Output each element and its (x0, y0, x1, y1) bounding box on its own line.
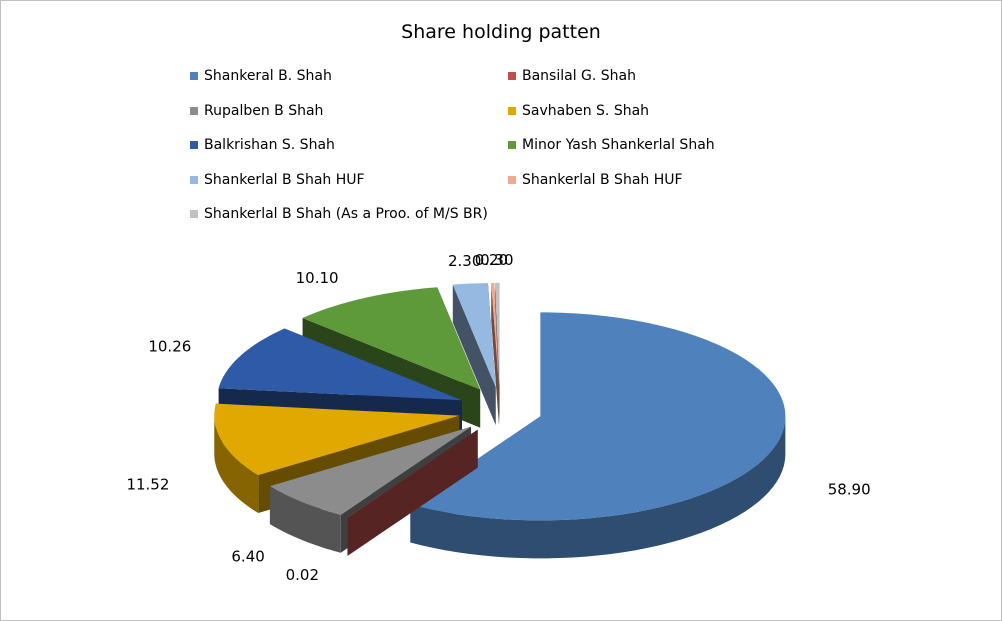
pie-slice (491, 282, 499, 425)
slice-wall (452, 284, 496, 426)
legend-label: Shankerlal B Shah HUF (204, 171, 365, 188)
slice-top (302, 287, 481, 390)
slice-rim (269, 486, 341, 553)
slice-wall (491, 282, 499, 425)
legend: Shankeral B. Shah Bansilal G. Shah Rupalbe… (0, 0, 1002, 240)
legend-item: Shankerlal B Shah HUF (190, 172, 365, 188)
legend-item: Savhaben S. Shah (508, 103, 649, 119)
legend-label: Savhaben S. Shah (522, 102, 650, 119)
slice-rim (214, 415, 259, 514)
legend-swatch (508, 106, 516, 115)
data-label: 0.30 (480, 251, 513, 269)
pie-slice (452, 283, 496, 426)
legend-item: Minor Yash Shankerlal Shah (508, 137, 715, 153)
slice-top (491, 282, 499, 387)
legend-item: Bansilal G. Shah (508, 68, 636, 84)
legend-label: Minor Yash Shankerlal Shah (522, 137, 715, 153)
legend-label: Shankeral B. Shah (204, 68, 332, 84)
slice-top (269, 426, 472, 515)
slice-top (410, 312, 786, 521)
legend-item: Rupalben B Shah (190, 103, 323, 119)
slice-top (494, 282, 500, 387)
legend-label: Balkrishan S. Shah (204, 137, 335, 153)
legend-item: Shankerlal B Shah (As a Proo. of M/S BR) (190, 206, 488, 222)
legend-label: Shankerlal B Shah HUF (522, 171, 683, 188)
legend-swatch (508, 141, 516, 149)
legend-swatch (190, 210, 198, 218)
slice-top (347, 429, 478, 518)
slice-rim (410, 416, 786, 559)
data-label: 0.20 (475, 251, 508, 269)
legend-item: Shankeral B. Shah (190, 68, 332, 84)
slice-top (214, 403, 460, 476)
legend-item: Shankerlal B Shah HUF (508, 172, 683, 188)
slice-top (218, 328, 462, 401)
legend-swatch (190, 141, 198, 149)
data-label: 58.90 (828, 480, 871, 498)
legend-label: Shankerlal B Shah (As a Proo. of M/S BR) (204, 206, 488, 222)
data-label: 10.10 (296, 269, 339, 287)
pie-slice (347, 429, 478, 556)
data-label: 11.52 (126, 476, 169, 494)
data-label: 10.26 (148, 337, 191, 355)
slice-wall (347, 429, 478, 556)
data-label: 0.02 (286, 566, 319, 584)
legend-item: Balkrishan S. Shah (190, 137, 335, 153)
legend-label: Rupalben B Shah (204, 102, 324, 119)
legend-swatch (508, 72, 516, 80)
legend-swatch (190, 175, 198, 184)
pie-slice (410, 312, 786, 559)
chart-title: Share holding patten (401, 21, 601, 43)
legend-swatch (508, 175, 516, 184)
data-label: 6.40 (231, 548, 264, 566)
legend-swatch (190, 72, 198, 80)
data-label: 2.30 (448, 252, 481, 270)
slice-top (452, 283, 496, 388)
legend-swatch (190, 106, 198, 115)
legend-label: Bansilal G. Shah (522, 68, 637, 84)
